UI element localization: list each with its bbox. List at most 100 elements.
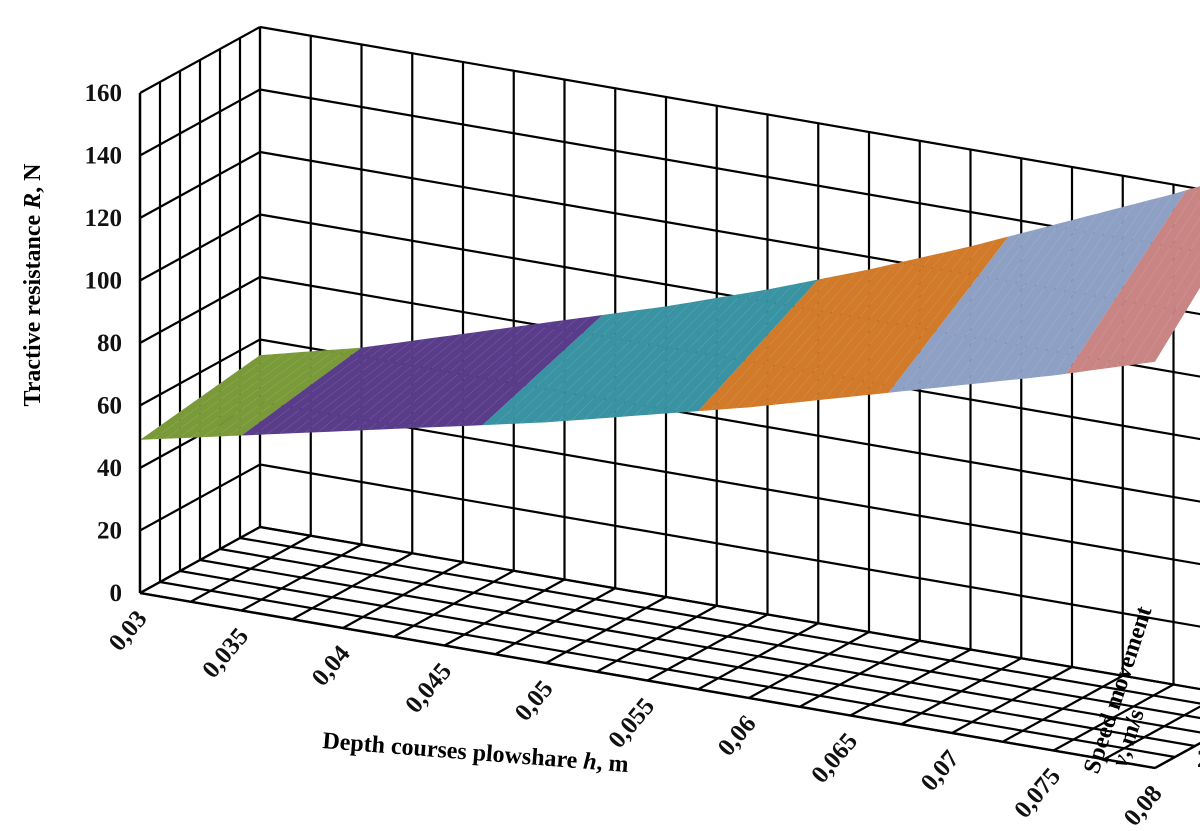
- surface-facet: [1028, 197, 1161, 379]
- surface-facet: [419, 321, 552, 428]
- x-tick-label: 0,055: [603, 693, 660, 753]
- x-tick-mark: [634, 681, 648, 690]
- surface-facet: [266, 342, 400, 435]
- left-wall-hline: [139, 463, 261, 532]
- floor-yline: [179, 569, 1196, 748]
- surface-facet: [609, 293, 743, 418]
- surface-facet: [368, 328, 502, 430]
- floor-yline: [159, 580, 1176, 759]
- surface-facet: [1142, 269, 1200, 364]
- surface-facet: [875, 236, 1009, 395]
- z-tick-mark: [128, 468, 140, 471]
- x-tick-mark: [1141, 768, 1155, 777]
- surface-facet: [152, 353, 286, 440]
- z-tick-mark: [128, 406, 140, 409]
- left-wall-hline: [139, 338, 261, 407]
- surface-facet: [381, 327, 514, 430]
- z-tick-mark: [128, 281, 140, 284]
- z-tick-mark: [128, 93, 140, 96]
- surface-facet: [1002, 203, 1136, 381]
- surface-facet: [990, 207, 1123, 383]
- surface-facet: [558, 302, 692, 422]
- surface-facet: [317, 335, 451, 433]
- z-tick-label: 40: [97, 455, 122, 482]
- surface-facet: [837, 246, 971, 399]
- surface-facet: [736, 269, 869, 409]
- surface-facet: [1066, 186, 1199, 374]
- surface-facet: [926, 223, 1060, 389]
- surface-facet: [1104, 217, 1200, 369]
- surface-facet: [761, 263, 895, 406]
- x-tick-mark: [532, 663, 546, 672]
- surface-facet: [343, 332, 476, 432]
- x-tick-label: 0,04: [307, 640, 356, 691]
- surface-facet: [571, 300, 705, 421]
- surface-facet: [406, 323, 540, 429]
- surface-facet: [254, 344, 387, 435]
- z-tick-label: 60: [97, 393, 122, 420]
- surface-facet: [482, 313, 616, 426]
- surface-facet: [596, 295, 730, 419]
- surface-facet: [1015, 200, 1149, 380]
- surface-facet: [799, 255, 933, 403]
- surface-facet: [1116, 234, 1200, 367]
- floor-yline: [219, 547, 1200, 720]
- floor-yline: [259, 525, 1200, 691]
- back-wall-hline: [259, 525, 1200, 691]
- z-tick-label: 20: [97, 518, 122, 545]
- surface-facet: [964, 213, 1098, 385]
- surface-facet: [216, 348, 349, 437]
- x-tick-label: 0,07: [916, 746, 965, 797]
- x-tick-label: 0,03: [104, 606, 153, 657]
- z-tick-mark: [128, 593, 140, 596]
- surface-facet: [622, 291, 755, 417]
- surface-facet: [825, 249, 958, 400]
- surface-facet: [939, 220, 1072, 388]
- x-tick-mark: [431, 646, 445, 655]
- surface-facet: [672, 282, 806, 413]
- surface-facet: [1053, 190, 1187, 376]
- surface-facet: [710, 274, 844, 411]
- y-axis-line: [1154, 741, 1200, 770]
- z-axis-title: Tractive resistance R, N: [20, 163, 46, 407]
- chart-frame: [138, 93, 1200, 770]
- z-tick-label: 120: [85, 205, 123, 232]
- surface-facet: [1040, 193, 1174, 377]
- surface-facet: [913, 226, 1047, 391]
- surface-facet: [1129, 251, 1200, 366]
- surface-facet: [444, 318, 578, 427]
- surface-facet: [431, 320, 565, 428]
- surface-facet: [647, 287, 781, 415]
- surface-facet: [355, 330, 489, 431]
- surface-facet: [698, 277, 831, 412]
- z-tick-label: 100: [85, 268, 123, 295]
- surface-facet: [774, 260, 908, 405]
- x-tick-mark: [837, 716, 851, 725]
- surface-facet: [228, 347, 362, 436]
- back-wall-hline: [259, 25, 1200, 191]
- left-wall-hline: [139, 26, 261, 94]
- surface-facet: [165, 352, 299, 439]
- surface-facet: [292, 339, 425, 434]
- left-wall-hline: [139, 151, 261, 219]
- surface-facet: [457, 316, 590, 427]
- surface-facet: [533, 306, 666, 423]
- surface-facet: [190, 350, 324, 438]
- left-wall-hline: [139, 213, 261, 282]
- surface-facet: [901, 230, 1034, 392]
- x-tick-mark: [1040, 751, 1054, 760]
- surface-facet: [723, 272, 857, 410]
- x-axis-ticks: 0,03 0,035 0,04 0,045 0,05 0,055 0,06 0,065 0,07…: [104, 606, 1168, 831]
- x-tick-label: 0,075: [1009, 763, 1066, 823]
- x-tick-label: 0,06: [713, 711, 762, 762]
- surface-facet: [1091, 201, 1200, 371]
- z-tick-mark: [128, 156, 140, 159]
- x-axis-title: Depth courses plowshare h, m: [322, 728, 630, 778]
- x-tick-mark: [228, 611, 242, 620]
- surface-facet: [241, 345, 375, 436]
- floor-yline: [199, 558, 1200, 734]
- surface-facet: [393, 325, 527, 429]
- surface-facet: [787, 257, 920, 404]
- surface-facet: [952, 216, 1085, 387]
- x-tick-label: 0,065: [806, 728, 863, 788]
